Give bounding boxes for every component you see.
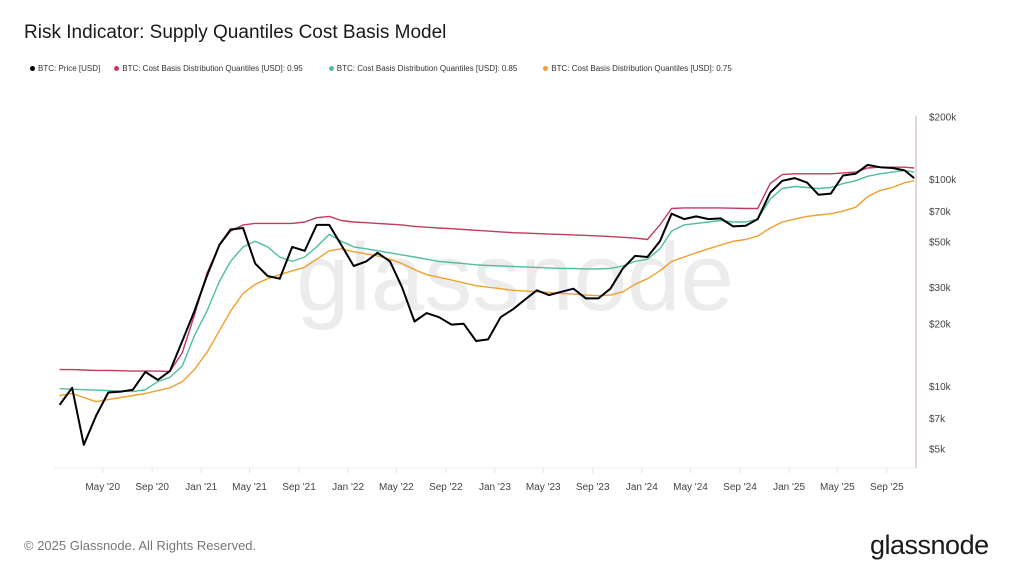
- y-tick-label: $30k: [929, 283, 952, 294]
- y-tick-label: $10k: [929, 382, 952, 393]
- legend-item-q95[interactable]: BTC: Cost Basis Distribution Quantiles […: [114, 64, 303, 73]
- glassnode-logo: glassnode: [870, 530, 989, 560]
- x-tick-label: Jan '25: [773, 482, 805, 493]
- x-tick-label: May '22: [379, 482, 414, 493]
- legend-item-q75[interactable]: BTC: Cost Basis Distribution Quantiles […: [543, 64, 732, 73]
- legend-dot-icon: [328, 66, 334, 71]
- chart-title: Risk Indicator: Supply Quantiles Cost Ba…: [24, 22, 447, 43]
- price-line: [58, 163, 915, 446]
- legend-dot-icon: [543, 66, 549, 71]
- x-tick-label: Jan '21: [185, 482, 217, 493]
- x-tick-label: May '21: [232, 482, 267, 493]
- x-tick-label: May '24: [673, 482, 708, 493]
- y-tick-label: $50k: [929, 237, 952, 248]
- x-tick-label: Sep '22: [429, 482, 463, 493]
- legend: BTC: Price [USD] BTC: Cost Basis Distrib…: [30, 64, 732, 73]
- legend-dot-icon: [30, 66, 35, 71]
- legend-label: BTC: Price [USD]: [38, 64, 101, 73]
- legend-dot-icon: [114, 66, 120, 71]
- legend-item-q85[interactable]: BTC: Cost Basis Distribution Quantiles […: [328, 64, 518, 73]
- y-tick-label: $200k: [929, 113, 957, 124]
- quantile-085-line: [59, 169, 915, 393]
- x-tick-label: Sep '21: [282, 482, 316, 493]
- legend-label: BTC: Cost Basis Distribution Quantiles […: [122, 64, 303, 73]
- x-tick-label: May '25: [820, 482, 855, 493]
- x-tick-label: Jan '23: [479, 482, 511, 493]
- legend-label: BTC: Cost Basis Distribution Quantiles […: [551, 64, 732, 73]
- y-tick-label: $20k: [929, 320, 952, 331]
- x-tick-label: May '23: [526, 482, 561, 493]
- legend-item-price[interactable]: BTC: Price [USD]: [30, 64, 100, 73]
- watermark: glassnode: [296, 224, 734, 331]
- x-tick-label: May '20: [85, 482, 120, 493]
- x-tick-label: Sep '25: [870, 482, 904, 493]
- x-tick-label: Jan '24: [626, 482, 658, 493]
- quantile-075-line: [59, 180, 915, 403]
- y-tick-label: $5k: [929, 444, 946, 455]
- legend-label: BTC: Cost Basis Distribution Quantiles […: [336, 64, 518, 73]
- x-tick-label: Sep '20: [135, 482, 169, 493]
- y-tick-label: $100k: [929, 175, 957, 186]
- x-tick-label: Jan '22: [332, 482, 364, 493]
- x-tick-label: Sep '23: [576, 482, 610, 493]
- y-tick-label: $70k: [929, 207, 952, 218]
- y-tick-label: $7k: [929, 414, 946, 425]
- x-tick-label: Sep '24: [723, 482, 757, 493]
- copyright: © 2025 Glassnode. All Rights Reserved.: [24, 538, 257, 553]
